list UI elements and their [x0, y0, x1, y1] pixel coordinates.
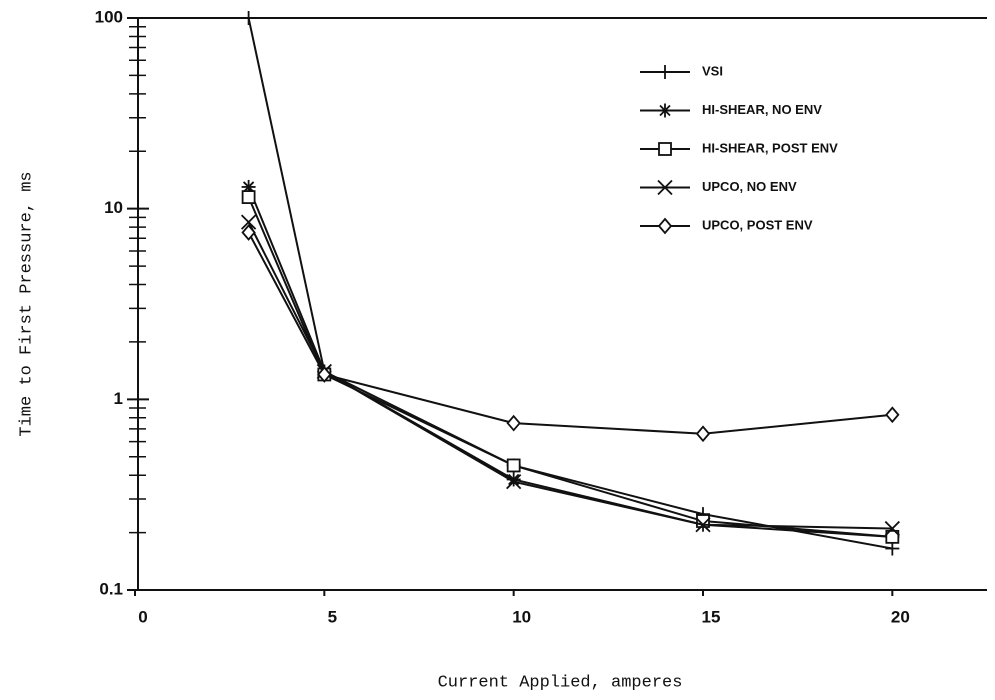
marker-stroke: [657, 179, 673, 196]
marker: [695, 425, 711, 443]
y-axis-title: Time to First Pressure, ms: [17, 171, 36, 436]
marker-stroke: [240, 214, 257, 230]
marker: [885, 406, 900, 424]
marker: [506, 474, 522, 490]
marker-square: [658, 142, 672, 156]
marker-diamond: [317, 366, 332, 383]
marker-stroke: [884, 520, 900, 537]
legend-label: HI-SHEAR, NO ENV: [702, 102, 822, 117]
series-line: [247, 196, 893, 538]
marker: [241, 190, 256, 204]
series-line: [247, 186, 893, 538]
marker: [506, 458, 521, 473]
y-tick-label: 0.1: [99, 579, 123, 598]
marker: [658, 142, 672, 156]
x-tick-label: 15: [702, 607, 721, 626]
x-tick-label: 20: [891, 607, 910, 626]
marker: [241, 11, 256, 25]
marker-diamond: [506, 414, 521, 432]
marker-diamond: [885, 406, 900, 424]
marker-square: [241, 190, 256, 204]
marker-square: [506, 458, 521, 473]
marker-diamond: [657, 217, 673, 235]
marker: [695, 517, 711, 533]
marker: [658, 65, 672, 79]
marker-stroke: [508, 473, 520, 486]
marker-stroke: [506, 474, 522, 490]
marker: [240, 214, 257, 230]
y-tick-label: 100: [95, 7, 123, 26]
marker-stroke: [659, 104, 671, 117]
marker: [317, 366, 332, 383]
y-tick-label: 10: [104, 198, 123, 217]
marker: [885, 529, 900, 544]
marker: [885, 541, 900, 556]
legend-label: VSI: [702, 63, 723, 78]
marker: [657, 179, 673, 196]
marker: [884, 520, 900, 537]
marker-stroke: [695, 517, 711, 533]
marker: [506, 414, 521, 432]
marker-square: [885, 529, 900, 544]
x-axis-title: Current Applied, amperes: [438, 673, 683, 692]
marker: [241, 224, 256, 241]
x-tick-label: 0: [138, 607, 147, 626]
legend-label: HI-SHEAR, POST ENV: [702, 140, 838, 155]
marker-diamond: [241, 224, 256, 241]
series-line: [247, 17, 893, 550]
marker: [657, 217, 673, 235]
series-line: [247, 232, 893, 435]
legend-label: UPCO, NO ENV: [702, 179, 797, 194]
x-tick-label: 10: [512, 607, 531, 626]
legend-label: UPCO, POST ENV: [702, 217, 813, 232]
y-tick-label: 1: [114, 389, 123, 408]
x-tick-label: 5: [328, 607, 337, 626]
marker-diamond: [695, 425, 711, 443]
marker: [658, 103, 672, 118]
